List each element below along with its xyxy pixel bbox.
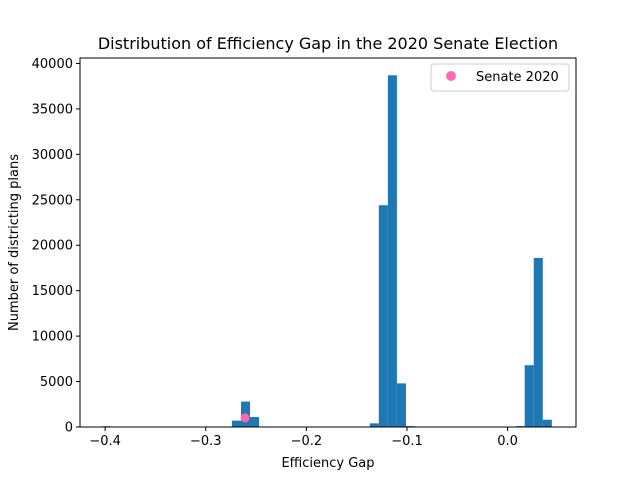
x-tick-label: 0.0 — [497, 434, 518, 449]
x-tick-label: −0.3 — [190, 434, 222, 449]
x-tick-label: −0.2 — [291, 434, 323, 449]
y-axis-title: Number of districting plans — [7, 154, 22, 331]
x-axis: −0.4 −0.3 −0.2 −0.1 0.0 — [89, 427, 518, 449]
y-tick-label: 20000 — [32, 239, 73, 254]
y-tick-label: 15000 — [32, 284, 73, 299]
histogram-bar — [542, 419, 552, 427]
legend-label: Senate 2020 — [476, 70, 559, 85]
markers-layer — [240, 413, 250, 423]
chart-title: Distribution of Efficiency Gap in the 20… — [98, 34, 558, 53]
x-tick-label: −0.4 — [89, 434, 121, 449]
legend: Senate 2020 — [430, 63, 570, 92]
y-tick-label: 0 — [65, 421, 73, 436]
y-tick-label: 35000 — [32, 102, 73, 117]
y-tick-label: 10000 — [32, 330, 73, 345]
histogram-bar — [533, 257, 543, 427]
y-axis: 0 5000 10000 15000 20000 25000 30000 35000 40000 — [32, 57, 80, 436]
x-tick-label: −0.1 — [391, 434, 423, 449]
plot-frame — [79, 57, 577, 428]
legend-box — [430, 63, 570, 92]
histogram-bar — [396, 383, 406, 427]
histogram-bar — [250, 417, 260, 427]
y-tick-label: 40000 — [32, 57, 73, 72]
histogram-bar — [524, 365, 534, 427]
y-tick-label: 25000 — [32, 193, 73, 208]
y-tick-label: 5000 — [40, 375, 73, 390]
histogram-bar — [378, 205, 388, 427]
senate-2020-point — [240, 413, 250, 423]
histogram-bar — [387, 75, 397, 428]
x-axis-title: Efficiency Gap — [281, 456, 374, 471]
y-tick-label: 30000 — [32, 148, 73, 163]
histogram-bar — [231, 420, 241, 427]
legend-marker-icon — [446, 71, 456, 81]
histogram-bar — [369, 423, 379, 427]
